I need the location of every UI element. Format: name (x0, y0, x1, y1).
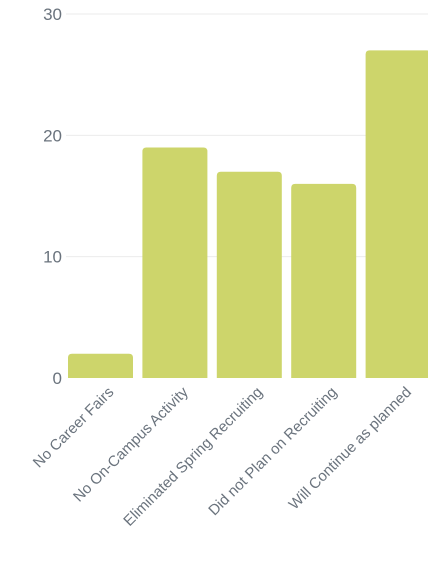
bar-0 (68, 353, 133, 378)
bar-2 (216, 171, 282, 378)
bar-1 (142, 147, 208, 378)
x-tick-label: Did not Plan on Recruiting (205, 384, 340, 519)
y-axis-ticks: 0 10 20 30 (43, 5, 62, 388)
y-tick-label: 0 (53, 369, 62, 388)
bar-4 (365, 50, 428, 378)
y-tick-label: 30 (43, 5, 62, 24)
x-tick-label: Will Continue as planned (286, 384, 415, 513)
x-tick-label: Eliminated Spring Recruiting (120, 384, 266, 530)
bar-3 (291, 183, 357, 378)
bars (68, 50, 428, 378)
y-tick-label: 10 (43, 248, 62, 267)
y-tick-label: 20 (43, 126, 62, 145)
